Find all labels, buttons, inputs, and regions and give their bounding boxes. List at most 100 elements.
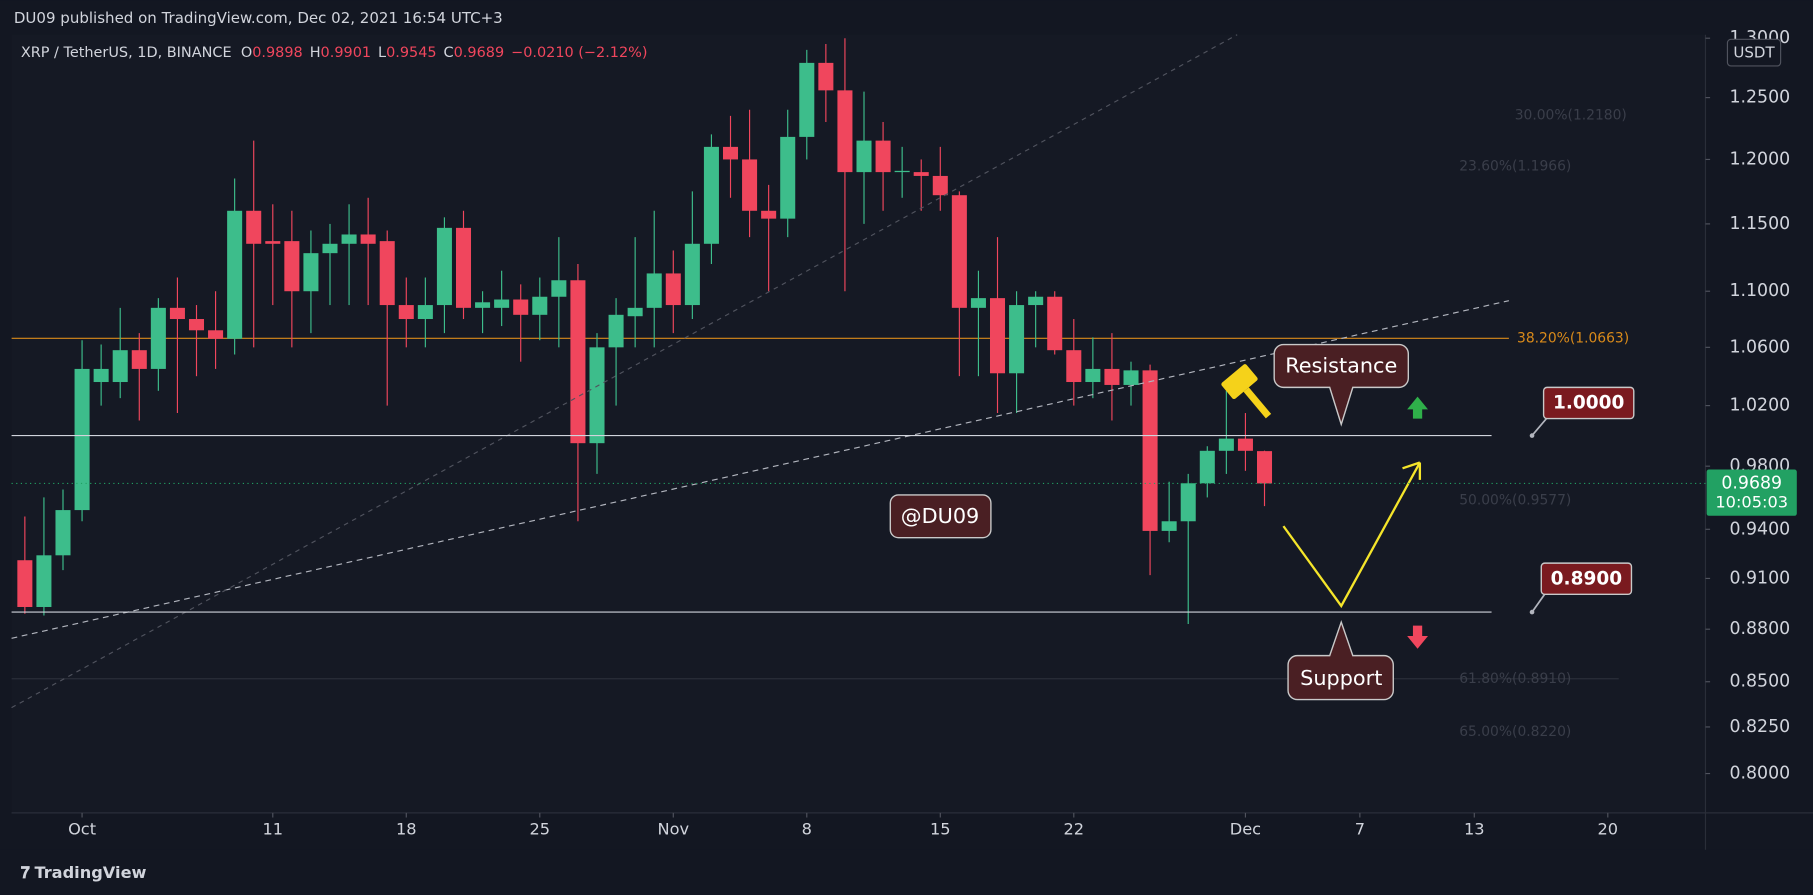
resistance-callout: Resistance <box>1273 343 1410 427</box>
last-price-box <box>1706 469 1797 516</box>
y-tick-label: 1.0600 <box>1729 337 1790 357</box>
y-tick-label: 0.9100 <box>1729 568 1790 588</box>
candle-body <box>684 243 700 306</box>
x-tick-label: Nov <box>658 820 690 839</box>
ohlc-letter: L <box>378 45 386 61</box>
candle-body <box>951 195 967 308</box>
up-arrow <box>1407 396 1428 419</box>
candle-body <box>818 62 834 91</box>
last-price: 0.9689 <box>1721 473 1782 493</box>
candle-body <box>1085 368 1101 383</box>
y-tick-label: 0.8500 <box>1729 672 1790 692</box>
candle-body <box>742 159 758 211</box>
ohlc-value: 0.9901 <box>321 45 372 61</box>
faint-fib-label: 30.00%(1.2180) <box>1515 108 1627 124</box>
candle-body <box>1161 521 1177 531</box>
candle-body <box>1199 450 1215 484</box>
currency-label: USDT <box>1733 44 1775 62</box>
candle-body <box>1180 483 1196 522</box>
candle-body <box>246 210 262 244</box>
candle-body <box>665 273 681 306</box>
candle-body <box>532 296 548 315</box>
candle-body <box>1218 438 1234 451</box>
candle-body <box>455 227 472 308</box>
candle-body <box>17 560 33 607</box>
candle-body <box>1066 350 1082 383</box>
symbol: XRP / TetherUS, 1D, BINANCE <box>21 45 232 61</box>
candle-body <box>150 307 166 369</box>
candle-body <box>932 175 948 196</box>
candle-body <box>1256 451 1273 484</box>
candle-body <box>799 62 815 137</box>
publisher: DU09 published on TradingView.com, Dec 0… <box>14 9 503 27</box>
candle-body <box>970 298 986 308</box>
watermark-callout: @DU09 <box>889 494 992 539</box>
candle-body <box>646 273 662 308</box>
candle-body <box>875 140 891 173</box>
candle-body <box>322 243 338 254</box>
candle-body <box>398 305 414 320</box>
candle-body <box>36 555 52 607</box>
ohlc-letter: O <box>241 45 252 61</box>
candle-body <box>74 368 90 511</box>
candle-body <box>475 302 491 308</box>
candle-body <box>1104 368 1120 385</box>
candle-body <box>894 170 910 173</box>
support-callout: Support <box>1287 619 1394 701</box>
footer-text: TradingView <box>34 863 146 882</box>
candle-body <box>856 140 872 173</box>
candle-body <box>303 253 319 292</box>
candle-body <box>703 146 719 244</box>
y-tick-label: 0.8250 <box>1729 717 1790 737</box>
candle-body <box>1142 370 1158 531</box>
y-tick-label: 0.8000 <box>1729 764 1790 784</box>
level-label-box <box>1540 562 1633 596</box>
x-tick-label: Oct <box>68 820 96 839</box>
x-tick-label: Dec <box>1230 820 1261 839</box>
candle-body <box>227 210 243 339</box>
x-tick-label: 20 <box>1598 820 1619 839</box>
footer-logo: 𝟕 TradingView <box>21 863 147 882</box>
x-tick-label: 13 <box>1464 820 1485 839</box>
faint-fib-label: 23.60%(1.1966) <box>1459 159 1571 175</box>
candle-body <box>589 347 605 444</box>
faint-fib-label: 50.00%(0.9577) <box>1459 493 1571 509</box>
x-tick-label: 22 <box>1064 820 1085 839</box>
candle-body <box>722 146 739 160</box>
candle-body <box>494 299 510 308</box>
projection-path <box>1282 461 1421 609</box>
ohlc-letter: C <box>444 45 454 61</box>
candle-body <box>1123 370 1139 385</box>
plot <box>11 38 1619 680</box>
candle-body <box>112 350 128 383</box>
candle-body <box>913 172 929 176</box>
candle-body <box>265 241 281 244</box>
down-arrow <box>1407 625 1428 649</box>
candle-body <box>208 330 224 339</box>
y-tick-label: 1.2500 <box>1729 88 1790 108</box>
candle-body <box>379 241 395 306</box>
watermark-label: @DU09 <box>901 504 980 528</box>
y-tick-label: 1.1000 <box>1729 281 1790 301</box>
x-tick-label: 11 <box>262 820 283 839</box>
candle-body <box>837 90 853 173</box>
fib-label: 38.20%(1.0663) <box>1517 330 1629 346</box>
candle-body <box>1028 296 1044 306</box>
projection-arrowhead <box>1402 461 1422 480</box>
candle-body <box>188 319 205 331</box>
trend-line-faint <box>11 34 1238 709</box>
x-tick-label: 25 <box>529 820 550 839</box>
level-anchor <box>1529 609 1535 615</box>
candle-body <box>551 280 567 297</box>
change: −0.0210 (−2.12%) <box>511 45 647 61</box>
candle-body <box>1237 438 1253 451</box>
y-tick-label: 0.8800 <box>1729 619 1790 639</box>
y-tick-label: 1.1500 <box>1729 214 1790 234</box>
candle-body <box>436 227 452 306</box>
y-tick-label: 1.2000 <box>1729 149 1790 169</box>
candle-body <box>780 136 796 219</box>
currency-box <box>1726 38 1782 67</box>
candle-body <box>1047 296 1063 351</box>
faint-fib-label: 65.00%(0.8220) <box>1459 724 1571 740</box>
